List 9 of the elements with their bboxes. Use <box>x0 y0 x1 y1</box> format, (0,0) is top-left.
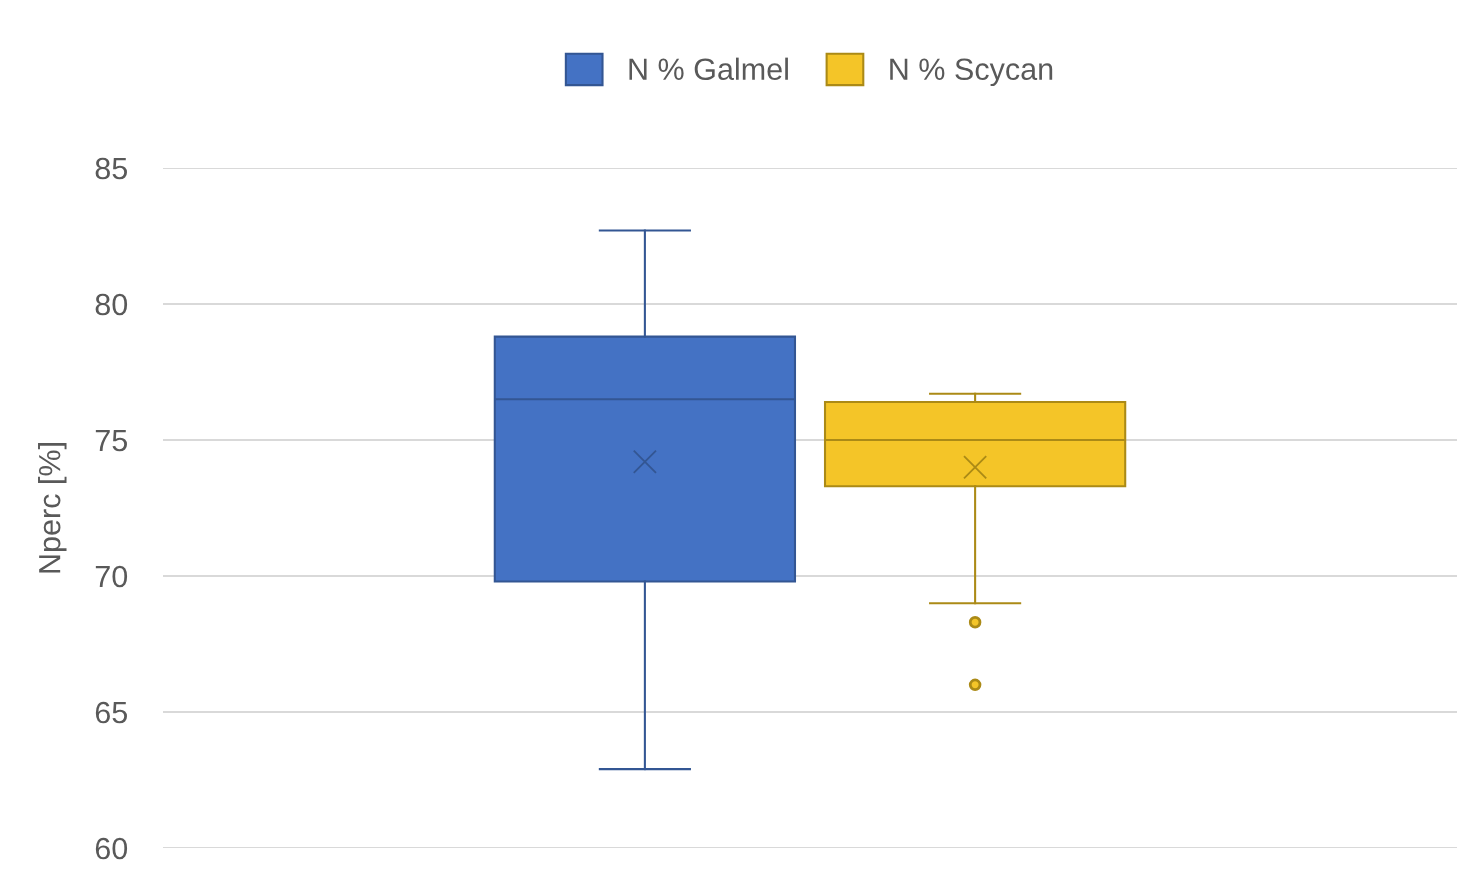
y-tick-label: 75 <box>95 430 127 452</box>
y-tick-label: 85 <box>95 157 127 180</box>
y-tick-label: 65 <box>95 701 127 724</box>
y-tick-label: 80 <box>95 293 128 316</box>
legend-label: N % Scycan <box>890 58 1053 87</box>
y-tick-label: 60 <box>95 837 128 860</box>
y-axis-title: Nperc [%] <box>38 443 67 573</box>
legend-label: N % Galmel <box>629 57 788 81</box>
y-tick-label: 70 <box>95 565 128 588</box>
